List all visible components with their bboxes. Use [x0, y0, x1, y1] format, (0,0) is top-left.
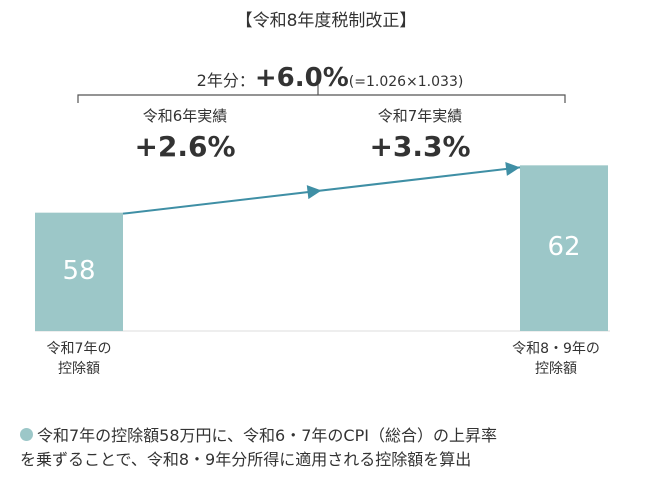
x-tick-label: 令和8・9年の 控除額: [512, 341, 600, 377]
total: +6.0%: [254, 63, 349, 93]
total-line: 2年分：+6.0%(=1.026×1.033): [120, 44, 540, 93]
bar-value: 62: [547, 232, 581, 263]
growth-label: 令和7年実績: [377, 107, 463, 125]
growth-value: +3.3%: [369, 130, 471, 163]
formula: (=1.026×1.033): [348, 74, 464, 90]
title: 【令和8年度税制改正】: [235, 11, 417, 31]
note: 令和7年の控除額58万円に、令和6・7年のCPI（総合）の上昇率 を乗ずることで…: [20, 424, 640, 472]
growth-label: 令和6年実績: [142, 107, 228, 125]
bar: [520, 165, 608, 331]
x-tick-label: 令和7年の 控除額: [46, 341, 112, 377]
bar: [35, 212, 123, 331]
total-label: 2年分：: [196, 71, 255, 90]
bracket: [77, 85, 566, 103]
arrow-head: [505, 162, 520, 176]
arrow-head: [306, 185, 322, 200]
growth-value: +2.6%: [134, 130, 236, 163]
bar-value: 58: [62, 255, 96, 286]
